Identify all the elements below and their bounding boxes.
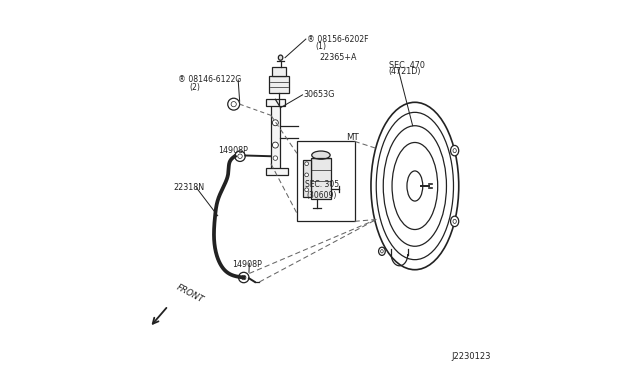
Text: 14908P: 14908P: [218, 146, 248, 155]
Ellipse shape: [451, 216, 459, 227]
Text: 22365+A: 22365+A: [319, 53, 356, 62]
Circle shape: [273, 120, 278, 126]
Bar: [303, 160, 310, 197]
Ellipse shape: [278, 55, 283, 60]
Circle shape: [239, 272, 249, 283]
Text: ® 08146-6122G: ® 08146-6122G: [178, 76, 241, 84]
Circle shape: [273, 142, 278, 148]
Bar: [310, 158, 331, 199]
Bar: [273, 67, 286, 76]
Text: J2230123: J2230123: [452, 352, 491, 361]
Bar: [297, 141, 355, 221]
Ellipse shape: [312, 151, 330, 159]
Text: 22318N: 22318N: [173, 183, 204, 192]
Bar: [271, 104, 280, 169]
Text: (4721D): (4721D): [389, 67, 421, 76]
Text: (2): (2): [189, 83, 200, 92]
Circle shape: [305, 173, 308, 177]
Text: ® 08156-6202F: ® 08156-6202F: [307, 35, 369, 44]
Circle shape: [305, 188, 308, 192]
Circle shape: [228, 98, 239, 110]
Ellipse shape: [451, 145, 459, 156]
Text: MT: MT: [346, 133, 359, 142]
Text: 30653G: 30653G: [303, 90, 335, 99]
Bar: [266, 99, 285, 106]
Bar: [266, 168, 289, 175]
Ellipse shape: [379, 247, 385, 256]
Bar: [269, 76, 289, 93]
Text: SEC. 470: SEC. 470: [389, 61, 425, 70]
Circle shape: [235, 151, 245, 161]
Text: 14908P: 14908P: [232, 260, 262, 269]
Circle shape: [273, 156, 278, 160]
Text: (1): (1): [315, 42, 326, 51]
Circle shape: [305, 162, 308, 166]
Text: FRONT: FRONT: [175, 283, 205, 305]
Text: SEC. 305
(30609): SEC. 305 (30609): [305, 180, 339, 200]
